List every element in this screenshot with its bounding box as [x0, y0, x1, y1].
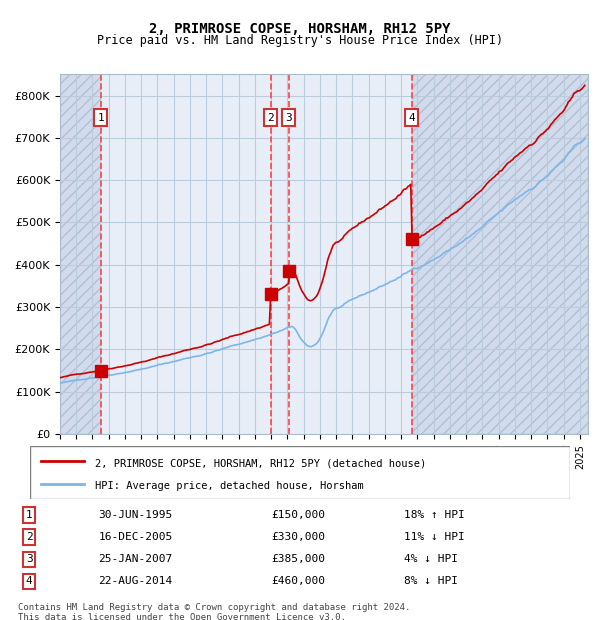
Text: 4: 4 — [408, 113, 415, 123]
Bar — [60, 74, 101, 434]
Text: 2, PRIMROSE COPSE, HORSHAM, RH12 5PY: 2, PRIMROSE COPSE, HORSHAM, RH12 5PY — [149, 22, 451, 36]
Bar — [60, 74, 101, 434]
Text: 11% ↓ HPI: 11% ↓ HPI — [404, 533, 464, 542]
FancyBboxPatch shape — [30, 446, 570, 499]
Text: 30-JUN-1995: 30-JUN-1995 — [98, 510, 173, 520]
Text: £385,000: £385,000 — [271, 554, 325, 564]
Bar — [412, 74, 588, 434]
Text: 3: 3 — [26, 554, 32, 564]
Text: 16-DEC-2005: 16-DEC-2005 — [98, 533, 173, 542]
Text: 1: 1 — [26, 510, 32, 520]
Text: This data is licensed under the Open Government Licence v3.0.: This data is licensed under the Open Gov… — [18, 613, 346, 620]
Text: HPI: Average price, detached house, Horsham: HPI: Average price, detached house, Hors… — [95, 481, 364, 491]
Text: £330,000: £330,000 — [271, 533, 325, 542]
Text: 2: 2 — [26, 533, 32, 542]
Text: 2, PRIMROSE COPSE, HORSHAM, RH12 5PY (detached house): 2, PRIMROSE COPSE, HORSHAM, RH12 5PY (de… — [95, 458, 426, 468]
Text: 4: 4 — [26, 577, 32, 587]
Text: 4% ↓ HPI: 4% ↓ HPI — [404, 554, 458, 564]
Text: 8% ↓ HPI: 8% ↓ HPI — [404, 577, 458, 587]
Bar — [412, 74, 588, 434]
Text: Contains HM Land Registry data © Crown copyright and database right 2024.: Contains HM Land Registry data © Crown c… — [18, 603, 410, 612]
Text: 18% ↑ HPI: 18% ↑ HPI — [404, 510, 464, 520]
Text: 1: 1 — [97, 113, 104, 123]
Text: £460,000: £460,000 — [271, 577, 325, 587]
Text: 22-AUG-2014: 22-AUG-2014 — [98, 577, 173, 587]
Text: 2: 2 — [267, 113, 274, 123]
Text: Price paid vs. HM Land Registry's House Price Index (HPI): Price paid vs. HM Land Registry's House … — [97, 34, 503, 47]
Text: 3: 3 — [285, 113, 292, 123]
Text: £150,000: £150,000 — [271, 510, 325, 520]
Text: 25-JAN-2007: 25-JAN-2007 — [98, 554, 173, 564]
